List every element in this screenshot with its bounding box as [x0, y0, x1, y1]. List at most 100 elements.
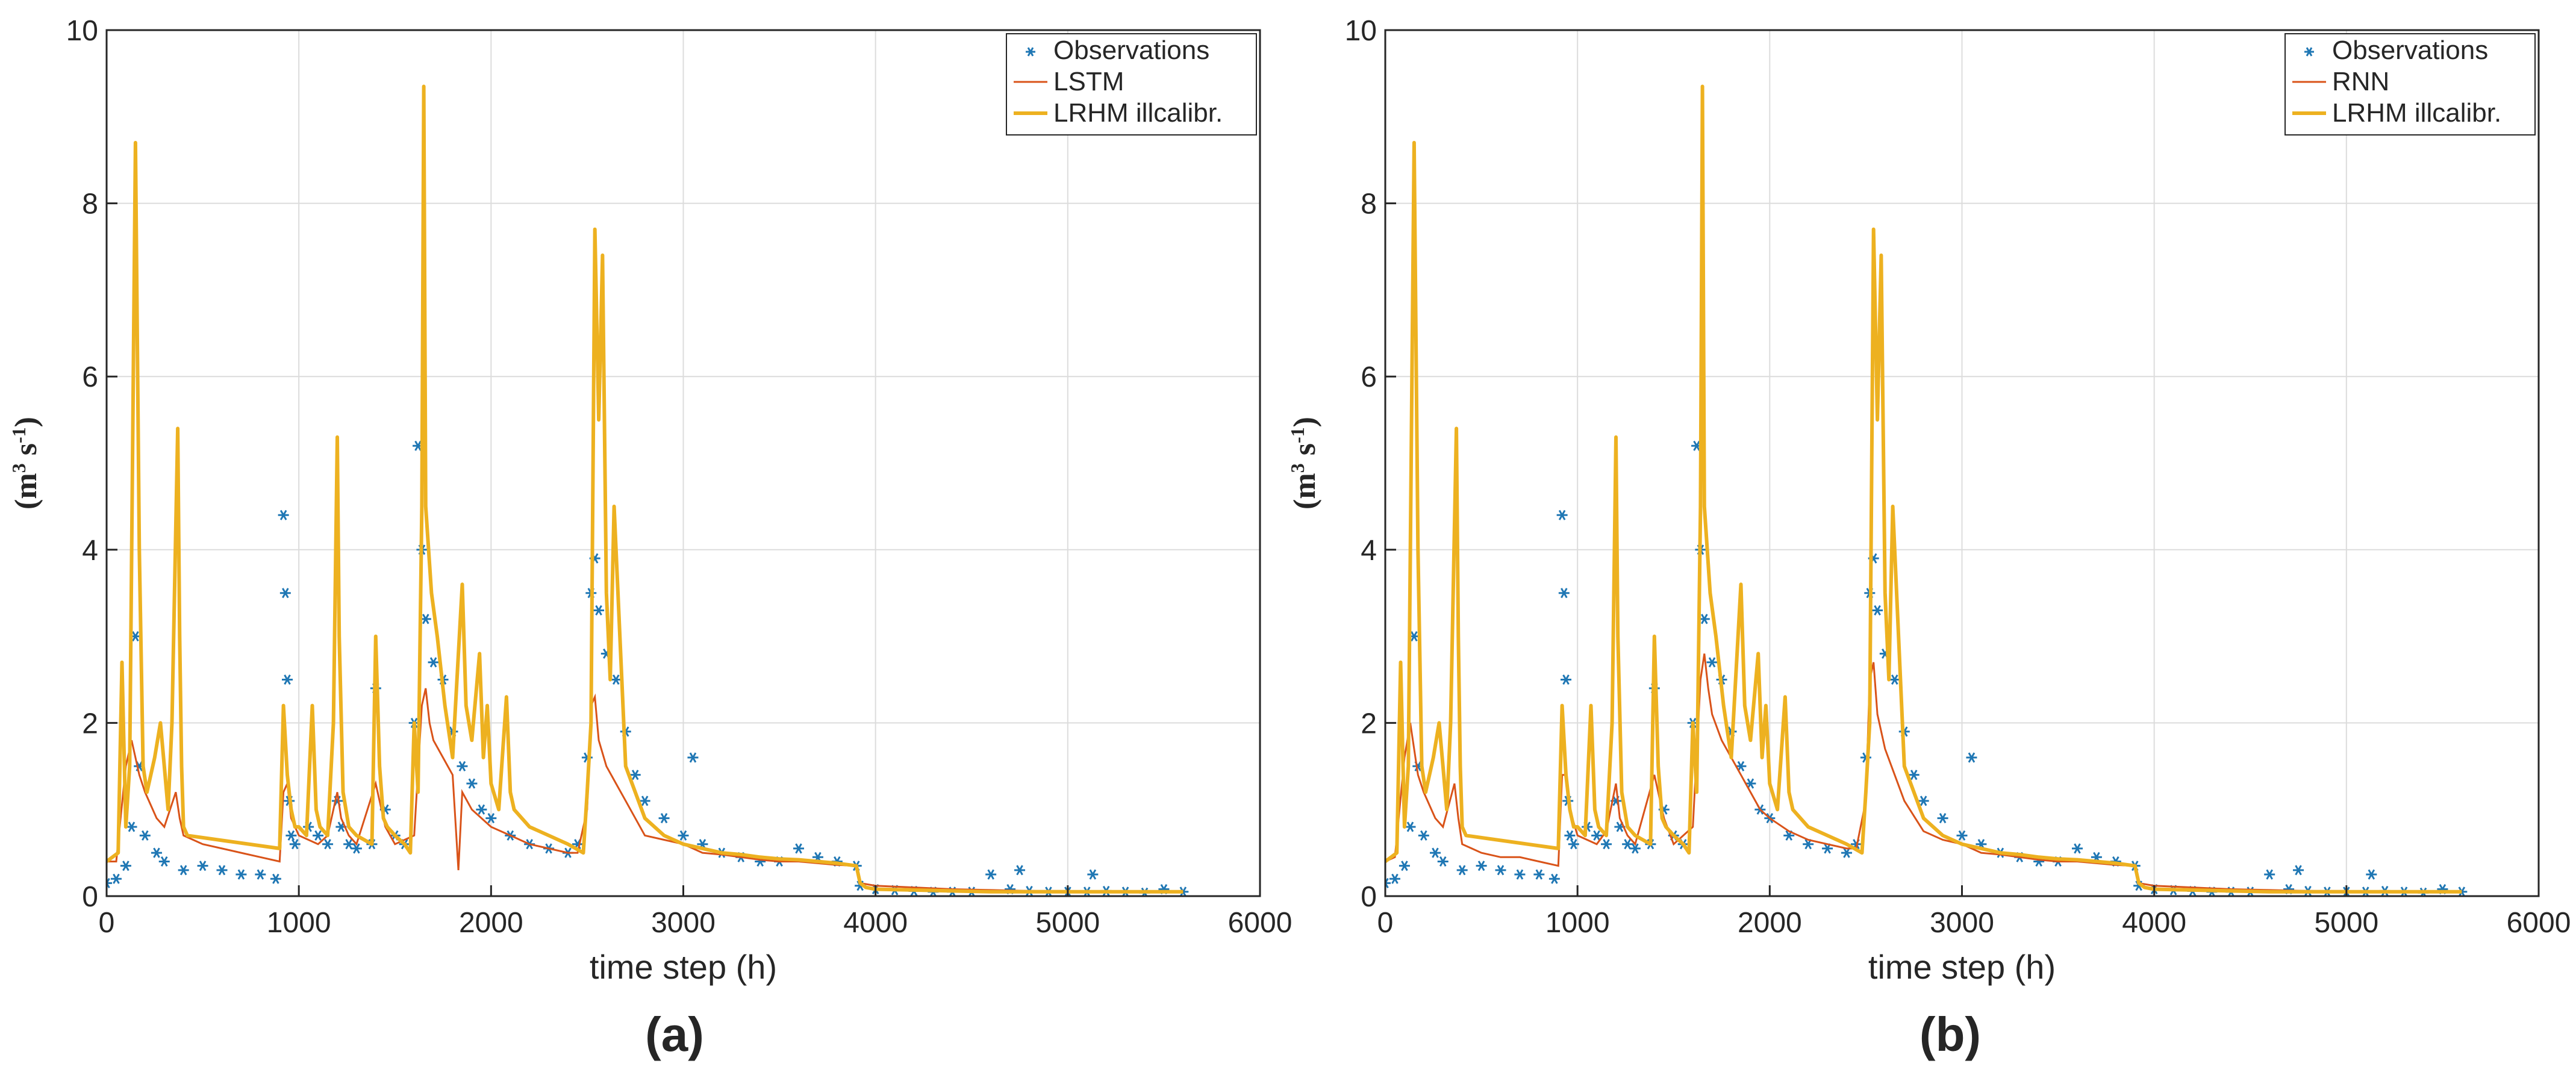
observation-point — [2264, 869, 2275, 880]
observation-point — [1564, 830, 1576, 841]
observation-point — [639, 796, 650, 806]
observation-point — [476, 804, 487, 815]
x-tick-label: 5000 — [2314, 907, 2378, 939]
observations-series — [107, 440, 1189, 896]
observation-point — [466, 778, 478, 789]
x-tick-label: 1000 — [267, 907, 331, 939]
observation-point — [1908, 770, 1920, 780]
observation-point — [1389, 873, 1400, 884]
observation-point — [255, 869, 266, 880]
observation-point — [678, 830, 689, 841]
observation-point — [610, 674, 622, 685]
observation-point — [2366, 869, 2377, 880]
x-tick-label: 6000 — [2507, 907, 2571, 939]
legend-observations-marker — [1026, 47, 1035, 57]
observation-point — [1889, 674, 1900, 685]
observation-point — [139, 830, 151, 841]
observation-point — [279, 588, 291, 599]
observation-point — [278, 509, 289, 520]
observation-point — [1601, 839, 1612, 850]
observation-point — [285, 830, 297, 841]
observation-point — [322, 839, 334, 850]
observation-point — [110, 873, 122, 884]
legend-label: Observations — [2332, 36, 2488, 65]
y-tick-label: 2 — [82, 708, 98, 740]
grid — [1385, 30, 2539, 897]
observation-point — [593, 605, 605, 616]
observation-point — [126, 821, 137, 832]
observation-point — [1735, 761, 1747, 771]
x-axis-label: time step (h) — [590, 948, 777, 986]
plot-area — [1385, 84, 2468, 896]
observations-series — [1385, 440, 2468, 896]
y-tick-label: 8 — [1361, 188, 1377, 220]
legend-box — [2284, 33, 2536, 136]
y-tick-label: 6 — [1361, 361, 1377, 393]
observation-point — [1622, 839, 1633, 850]
x-tick-label: 5000 — [1035, 907, 1100, 939]
lrhm-series-line — [107, 84, 1184, 894]
lstm-series-line — [107, 688, 1184, 893]
observation-point — [1956, 830, 1968, 841]
y-tick-label: 8 — [82, 188, 98, 220]
observation-point — [235, 869, 247, 880]
observation-point — [158, 856, 170, 867]
observation-point — [1841, 847, 1852, 858]
observation-point — [1558, 588, 1570, 599]
x-tick-label: 4000 — [2122, 907, 2186, 939]
observation-point — [1706, 657, 1718, 668]
legend-label: RNN — [2332, 67, 2389, 96]
panel-label: (b) — [1920, 1008, 1981, 1061]
observation-point — [457, 761, 468, 771]
rnn-series-line — [1385, 653, 2462, 893]
observation-point — [793, 843, 804, 854]
legend-box — [1006, 33, 1257, 136]
observation-point — [1476, 861, 1487, 871]
y-tick-label: 0 — [82, 881, 98, 913]
observation-point — [1548, 873, 1560, 884]
x-tick-label: 4000 — [843, 907, 908, 939]
x-tick-label: 3000 — [1930, 907, 1994, 939]
observation-point — [687, 752, 699, 763]
observation-point — [289, 839, 301, 850]
x-tick-label: 2000 — [1738, 907, 1802, 939]
observation-point — [2072, 843, 2083, 854]
observation-point — [1405, 821, 1416, 832]
observation-point — [216, 865, 228, 876]
y-tick-label: 10 — [1345, 15, 1377, 47]
observation-point — [1429, 847, 1441, 858]
y-axis-label: (m3 s-1) — [8, 417, 43, 509]
observation-point — [485, 813, 497, 824]
x-tick-label: 0 — [1377, 907, 1394, 939]
panel-a: 0 1000 2000 3000 4000 5000 6000 0 2 4 6 8 10 time ste… — [8, 15, 1292, 1061]
observation-point — [1495, 865, 1506, 876]
x-tick-label: 2000 — [459, 907, 523, 939]
observation-point — [1561, 674, 1572, 685]
observation-point — [1872, 605, 1883, 616]
observation-point — [351, 843, 362, 854]
observation-point — [1629, 843, 1641, 854]
observation-point — [270, 873, 281, 884]
observation-point — [1014, 865, 1026, 876]
panel-b: 0 1000 2000 3000 4000 5000 6000 0 2 4 6 8 10 time ste… — [1286, 15, 2571, 1061]
observation-point — [428, 657, 439, 668]
legend-label: LSTM — [1053, 67, 1124, 96]
x-tick-label: 0 — [99, 907, 115, 939]
legend-observations-marker — [2304, 47, 2314, 57]
y-tick-label: 4 — [1361, 535, 1377, 567]
observation-point — [1514, 869, 1526, 880]
observation-point — [1745, 778, 1756, 789]
observation-point — [1937, 813, 1948, 824]
observation-point — [151, 847, 162, 858]
observation-point — [1966, 752, 1977, 763]
observation-point — [1556, 509, 1568, 520]
observation-point — [1399, 861, 1410, 871]
grid — [106, 30, 1261, 897]
observation-point — [1087, 869, 1099, 880]
panel-label: (a) — [645, 1008, 704, 1061]
observation-point — [1456, 865, 1468, 876]
observation-point — [343, 839, 355, 850]
observation-point — [1591, 830, 1603, 841]
observation-point — [658, 813, 670, 824]
